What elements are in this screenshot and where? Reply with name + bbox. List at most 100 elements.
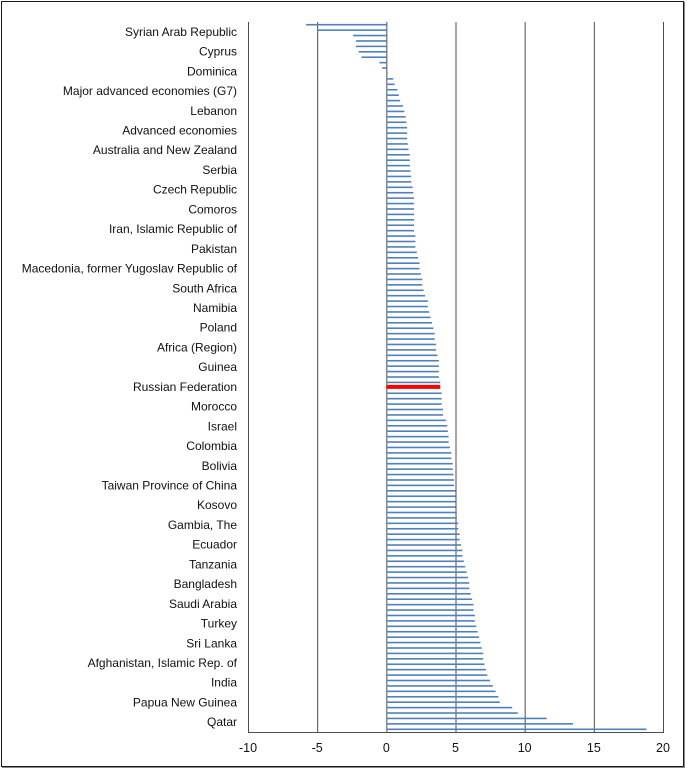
- category-label: Turkey: [201, 617, 237, 631]
- bar: [386, 468, 453, 470]
- bar: [355, 45, 387, 48]
- bar: [386, 181, 412, 183]
- category-label: Namibia: [193, 301, 237, 315]
- bar: [386, 83, 395, 86]
- bar: [306, 23, 387, 26]
- bar: [317, 29, 387, 31]
- bar: [386, 414, 444, 416]
- x-tick-label: -10: [239, 741, 257, 755]
- bar: [386, 728, 647, 731]
- bar: [386, 614, 475, 617]
- bar: [386, 343, 437, 346]
- bar: [386, 452, 452, 454]
- category-label: Czech Republic: [153, 183, 237, 197]
- x-tick-label: 0: [383, 741, 390, 755]
- bar: [386, 224, 414, 227]
- bar: [358, 51, 387, 53]
- bar: [386, 191, 414, 194]
- bar: [386, 576, 468, 579]
- bar: [386, 712, 518, 714]
- bar: [386, 197, 414, 199]
- bar: [386, 435, 449, 438]
- category-label: India: [211, 676, 237, 690]
- bar: [386, 403, 442, 405]
- bar: [386, 582, 470, 584]
- category-label: Poland: [200, 321, 237, 335]
- bar: [386, 278, 423, 281]
- bar: [386, 305, 428, 308]
- x-tick-label: 5: [452, 741, 459, 755]
- bar: [386, 229, 414, 232]
- bar: [386, 322, 432, 324]
- bar: [386, 246, 416, 248]
- bar: [386, 202, 414, 205]
- bar: [386, 99, 401, 102]
- bar: [386, 560, 464, 563]
- category-label: Tanzania: [189, 557, 237, 571]
- bar: [386, 72, 388, 75]
- bar: [386, 473, 454, 476]
- bar: [386, 663, 485, 666]
- bar: [386, 359, 439, 362]
- bar: [386, 598, 473, 601]
- bar: [386, 273, 421, 275]
- category-label: Ecuador: [192, 538, 237, 552]
- bar: [386, 685, 493, 687]
- bar: [386, 511, 457, 514]
- bar: [386, 365, 439, 367]
- category-label: Russian Federation: [133, 380, 237, 394]
- bar: [386, 603, 474, 606]
- bar: [386, 571, 467, 573]
- category-label: Saudi Arabia: [169, 597, 237, 611]
- category-label: Advanced economies: [122, 123, 237, 137]
- bar: [386, 267, 420, 270]
- bar: [382, 67, 387, 69]
- category-label: Bolivia: [202, 459, 238, 473]
- bar: [386, 78, 394, 80]
- bar: [386, 668, 486, 671]
- x-tick-label: -5: [312, 741, 323, 755]
- category-label: Israel: [208, 419, 237, 433]
- bar: [386, 527, 459, 530]
- bar: [386, 484, 455, 487]
- bar: [386, 723, 574, 725]
- bar: [386, 381, 441, 384]
- x-tick-label: 10: [518, 741, 532, 755]
- x-tick-label: 15: [587, 741, 601, 755]
- bar: [386, 316, 431, 319]
- bar: [386, 294, 426, 297]
- bar: [386, 495, 456, 498]
- bar: [386, 549, 463, 552]
- bar: [386, 424, 448, 427]
- bar: [386, 658, 484, 660]
- bar: [386, 148, 409, 151]
- bar: [386, 609, 474, 611]
- category-label: Afghanistan, Islamic Rep. of: [88, 656, 238, 670]
- bar: [386, 441, 449, 443]
- bar: [386, 636, 480, 638]
- bar: [361, 56, 387, 59]
- category-label: Bangladesh: [174, 577, 237, 591]
- category-label: Qatar: [207, 715, 237, 729]
- category-label: Australia and New Zealand: [93, 143, 237, 157]
- bar: [386, 284, 423, 286]
- bar: [386, 419, 446, 422]
- bar: [386, 153, 410, 156]
- bar: [386, 208, 414, 210]
- bar: [386, 625, 477, 628]
- bar: [386, 126, 408, 129]
- category-label: Major advanced economies (G7): [63, 84, 237, 98]
- bar: [386, 289, 424, 292]
- bar: [386, 256, 419, 259]
- bar: [386, 533, 460, 535]
- bar: [379, 61, 387, 64]
- bar: [386, 544, 462, 546]
- bar: [355, 40, 387, 42]
- category-label: Guinea: [198, 360, 237, 374]
- bar: [386, 110, 405, 113]
- bar: [386, 462, 453, 465]
- category-label: Lebanon: [190, 104, 237, 118]
- category-label: Dominica: [187, 64, 237, 78]
- category-label: Kosovo: [197, 498, 237, 512]
